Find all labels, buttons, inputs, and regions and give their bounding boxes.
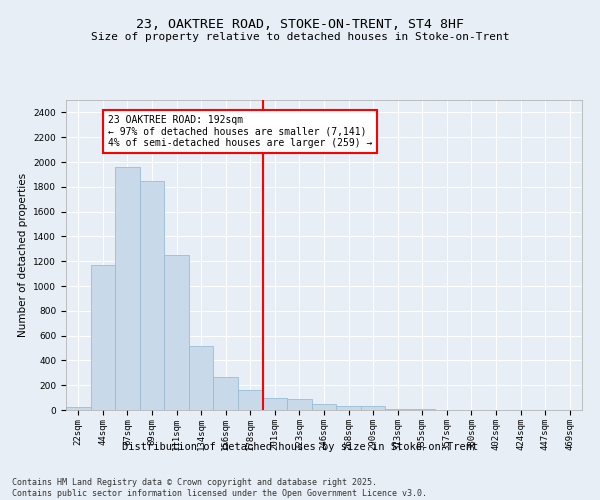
Bar (66, 407, 91, 410)
Text: Size of property relative to detached houses in Stoke-on-Trent: Size of property relative to detached ho… (91, 32, 509, 42)
Bar (287, 399, 312, 410)
Bar (214, 376, 238, 410)
Bar (164, 255, 189, 410)
Text: Distribution of detached houses by size in Stoke-on-Trent: Distribution of detached houses by size … (122, 442, 478, 452)
Bar (312, 404, 336, 410)
Text: 23 OAKTREE ROAD: 192sqm
← 97% of detached houses are smaller (7,141)
4% of semi-: 23 OAKTREE ROAD: 192sqm ← 97% of detache… (108, 115, 372, 148)
Bar (336, 406, 361, 410)
Y-axis label: Number of detached properties: Number of detached properties (18, 173, 28, 337)
Bar (91, 265, 115, 410)
Text: 23, OAKTREE ROAD, STOKE-ON-TRENT, ST4 8HF: 23, OAKTREE ROAD, STOKE-ON-TRENT, ST4 8H… (136, 18, 464, 30)
Bar (189, 346, 214, 410)
Bar (361, 406, 385, 410)
Text: Contains HM Land Registry data © Crown copyright and database right 2025.
Contai: Contains HM Land Registry data © Crown c… (12, 478, 427, 498)
Bar (385, 409, 410, 410)
Bar (140, 180, 164, 410)
Bar (238, 390, 263, 410)
Bar (263, 398, 287, 410)
Bar (115, 167, 140, 410)
